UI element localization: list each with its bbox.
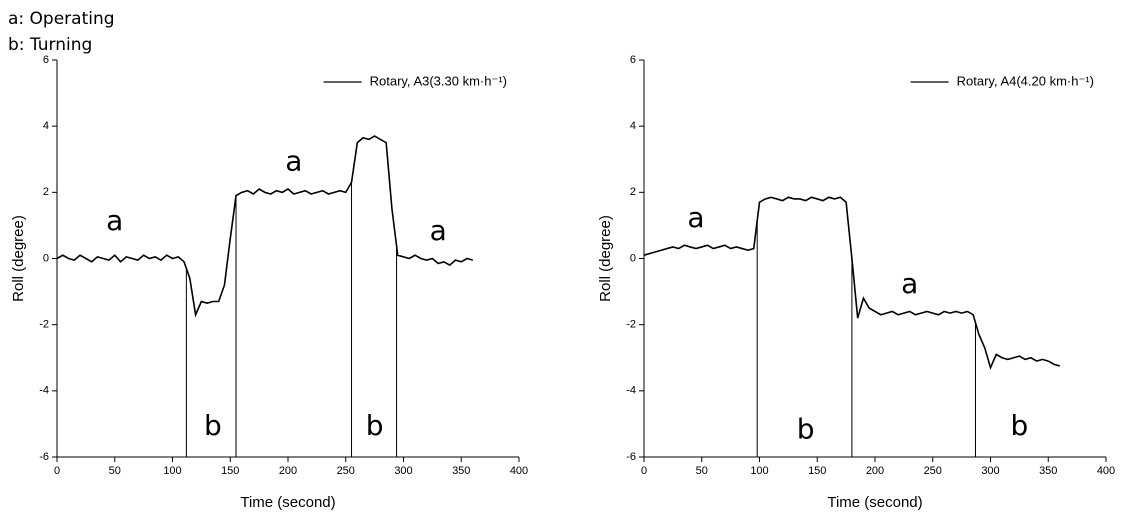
y-tick-label: 6 <box>43 54 49 66</box>
x-axis-title: Time (second) <box>240 494 335 511</box>
annotation: b <box>1010 409 1028 442</box>
x-axis-title: Time (second) <box>827 494 922 511</box>
legend-label: Rotary, A3(3.30 km·h⁻¹) <box>370 73 507 88</box>
x-tick-label: 350 <box>1039 465 1057 477</box>
legend-label: Rotary, A4(4.20 km·h⁻¹) <box>957 73 1094 88</box>
x-tick-label: 100 <box>750 465 768 477</box>
x-tick-label: 0 <box>641 465 647 477</box>
x-tick-label: 150 <box>221 465 239 477</box>
y-tick-label: -4 <box>39 385 49 397</box>
x-tick-label: 350 <box>452 465 470 477</box>
y-tick-label: -2 <box>626 319 636 331</box>
x-tick-label: 50 <box>696 465 708 477</box>
x-tick-label: 0 <box>54 465 60 477</box>
x-tick-label: 250 <box>337 465 355 477</box>
y-tick-label: 0 <box>43 252 49 264</box>
annotation: a <box>285 145 302 178</box>
x-tick-label: 100 <box>163 465 181 477</box>
y-tick-label: 4 <box>43 120 49 132</box>
y-axis-title: Roll (degree) <box>10 215 27 302</box>
y-tick-label: -6 <box>39 451 49 463</box>
annotation: b <box>204 409 222 442</box>
y-tick-label: 6 <box>630 54 636 66</box>
x-tick-label: 400 <box>510 465 528 477</box>
annotation: a <box>106 204 123 237</box>
annotation: b <box>797 413 815 446</box>
annotation: b <box>366 409 384 442</box>
y-tick-label: -2 <box>39 319 49 331</box>
x-tick-label: 200 <box>866 465 884 477</box>
note: b: Turning <box>8 35 92 55</box>
y-tick-label: -4 <box>626 385 636 397</box>
y-tick-label: -6 <box>626 451 636 463</box>
y-tick-label: 2 <box>43 186 49 198</box>
x-tick-label: 50 <box>109 465 121 477</box>
x-tick-label: 150 <box>808 465 826 477</box>
x-tick-label: 200 <box>279 465 297 477</box>
note: a: Operating <box>8 9 115 29</box>
x-tick-label: 400 <box>1097 465 1115 477</box>
x-tick-label: 300 <box>981 465 999 477</box>
annotation: a <box>687 201 704 234</box>
x-tick-label: 250 <box>924 465 942 477</box>
y-axis-title: Roll (degree) <box>597 215 614 302</box>
annotation: a <box>430 214 447 247</box>
y-tick-label: 2 <box>630 186 636 198</box>
y-tick-label: 0 <box>630 252 636 264</box>
x-tick-label: 300 <box>394 465 412 477</box>
data-line <box>56 135 474 318</box>
y-tick-label: 4 <box>630 120 636 132</box>
annotation: a <box>901 267 918 300</box>
